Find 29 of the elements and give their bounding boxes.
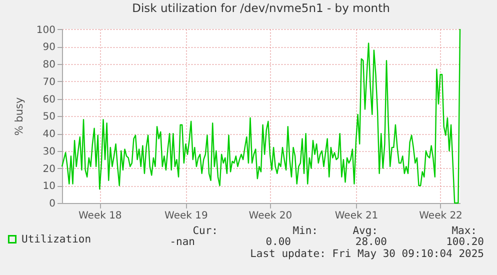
y-tick-label: 10 <box>42 181 56 192</box>
y-tick-label: 80 <box>42 60 56 71</box>
y-tick-label: 50 <box>42 112 56 123</box>
text: Last update: Fri May 30 09:10:04 2025 <box>250 248 484 260</box>
text: Cur: <box>192 225 218 237</box>
text: -nan <box>170 236 195 248</box>
x-tick-label: Week 22 <box>419 210 462 222</box>
x-tick-label: Week 18 <box>78 210 122 222</box>
chart-title: Disk utilization for /dev/nvme5n1 - by month <box>132 0 390 15</box>
legend-label: Utilization <box>22 233 92 246</box>
y-axis-title: % busy <box>13 97 26 136</box>
text: 28.00 <box>355 236 387 248</box>
text: Max: <box>452 225 477 237</box>
y-tick-label: 0 <box>49 198 56 210</box>
y-tick-label: 100 <box>36 24 56 36</box>
y-tick-label: 30 <box>42 146 56 158</box>
x-tick-label: Week 20 <box>248 210 292 222</box>
y-tick-label: 70 <box>42 76 56 88</box>
y-tick-label: 20 <box>42 164 56 175</box>
y-tick-label: 60 <box>42 94 56 106</box>
x-tick-label: Week 19 <box>164 210 208 222</box>
x-tick-label: Week 21 <box>334 210 378 222</box>
text: Min: <box>292 225 318 237</box>
text: Avg: <box>352 225 378 237</box>
text: 0.00 <box>266 236 291 248</box>
line-series <box>61 28 461 204</box>
y-tick-label: 90 <box>42 42 56 54</box>
y-tick-label: 40 <box>42 129 56 140</box>
text: 100.20 <box>446 236 484 248</box>
